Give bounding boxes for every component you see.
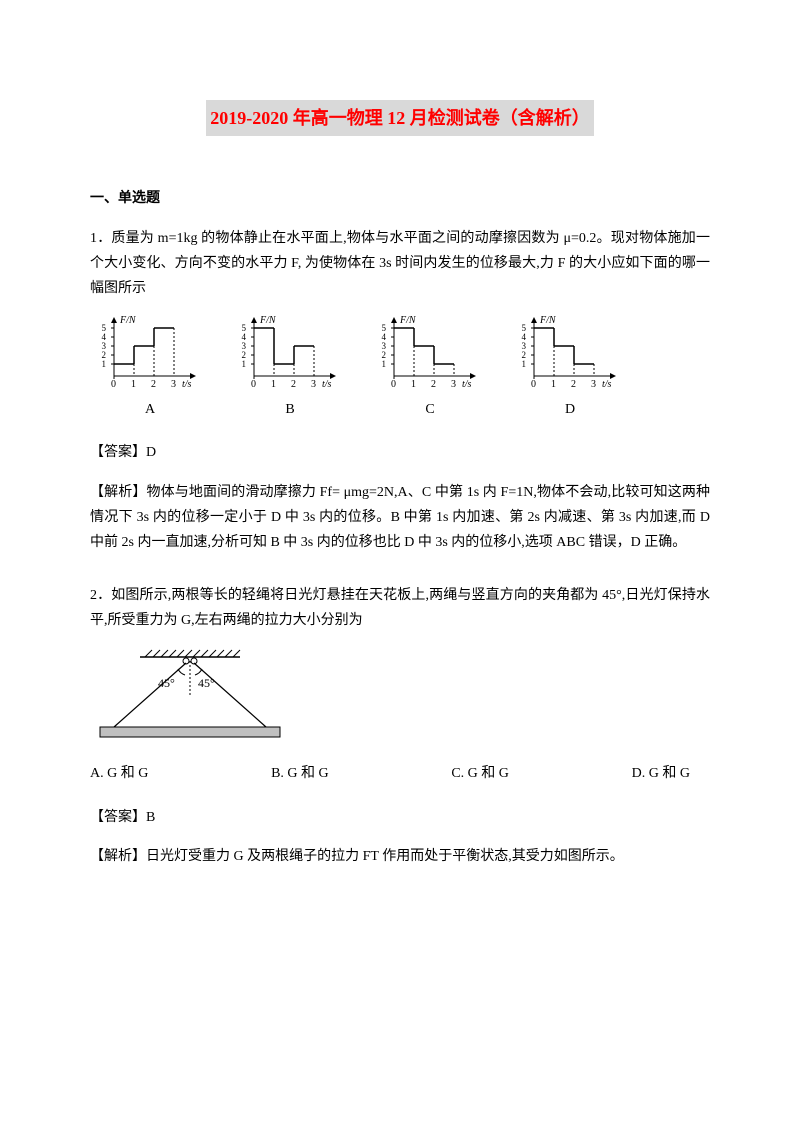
- svg-text:2: 2: [431, 379, 436, 390]
- graph-D-label: D: [565, 397, 575, 422]
- svg-text:t/s: t/s: [602, 379, 612, 390]
- svg-text:0: 0: [391, 379, 396, 390]
- graph-A-label: A: [145, 397, 155, 422]
- graph-B: F/N 5 4 3 2 1 0 1 2 3 t/s: [230, 315, 350, 422]
- svg-text:F/N: F/N: [259, 315, 277, 326]
- q2-option-C: C. G 和 G: [451, 761, 509, 786]
- svg-text:45°: 45°: [198, 676, 215, 690]
- svg-text:0: 0: [111, 379, 116, 390]
- graph-C-label: C: [425, 397, 434, 422]
- q2-stem: 2．如图所示,两根等长的轻绳将日光灯悬挂在天花板上,两绳与竖直方向的夹角都为 4…: [90, 583, 710, 633]
- svg-text:F/N: F/N: [539, 315, 557, 326]
- q2-option-B: B. G 和 G: [271, 761, 329, 786]
- graph-C-svg: F/N 5 4 3 2 1 0 1 2 3 t/s: [370, 315, 490, 395]
- svg-text:t/s: t/s: [462, 379, 472, 390]
- q2-answer: 【答案】B: [90, 805, 710, 830]
- section-heading: 一、单选题: [90, 186, 710, 211]
- y-axis-label: F/N: [119, 315, 137, 326]
- svg-text:0: 0: [531, 379, 536, 390]
- graph-A-svg: F/N 5 4 3 2 1 0 1 2 3 t/s: [90, 315, 210, 395]
- graph-A: F/N 5 4 3 2 1 0 1 2 3 t/s: [90, 315, 210, 422]
- q2-explain: 【解析】日光灯受重力 G 及两根绳子的拉力 FT 作用而处于平衡状态,其受力如图…: [90, 844, 710, 869]
- svg-text:1: 1: [411, 379, 416, 390]
- svg-text:1: 1: [382, 359, 387, 369]
- graph-B-label: B: [285, 397, 294, 422]
- svg-text:1: 1: [522, 359, 527, 369]
- svg-text:1: 1: [242, 359, 247, 369]
- q2-options: A. G 和 G B. G 和 G C. G 和 G D. G 和 G: [90, 761, 710, 786]
- svg-text:45°: 45°: [158, 676, 175, 690]
- svg-text:0: 0: [251, 379, 256, 390]
- svg-text:3: 3: [591, 379, 596, 390]
- svg-text:2: 2: [291, 379, 296, 390]
- svg-text:t/s: t/s: [182, 379, 192, 390]
- svg-text:1: 1: [551, 379, 556, 390]
- svg-text:3: 3: [451, 379, 456, 390]
- svg-text:2: 2: [571, 379, 576, 390]
- svg-text:2: 2: [151, 379, 156, 390]
- q1-stem: 1．质量为 m=1kg 的物体静止在水平面上,物体与水平面之间的动摩擦因数为 μ…: [90, 226, 710, 302]
- graph-C: F/N 5 4 3 2 1 0 1 2 3 t/s: [370, 315, 490, 422]
- svg-text:t/s: t/s: [322, 379, 332, 390]
- q2-option-A: A. G 和 G: [90, 761, 148, 786]
- graph-B-svg: F/N 5 4 3 2 1 0 1 2 3 t/s: [230, 315, 350, 395]
- q1-explain: 【解析】物体与地面间的滑动摩擦力 Ff= μmg=2N,A、C 中第 1s 内 …: [90, 480, 710, 556]
- svg-text:1: 1: [102, 359, 107, 369]
- svg-text:1: 1: [271, 379, 276, 390]
- graph-D: F/N 5 4 3 2 1 0 1 2 3 t/s: [510, 315, 630, 422]
- q1-graphs-row: F/N 5 4 3 2 1 0 1 2 3 t/s: [90, 315, 710, 422]
- graph-D-svg: F/N 5 4 3 2 1 0 1 2 3 t/s: [510, 315, 630, 395]
- q2-diagram: 45° 45°: [90, 647, 710, 747]
- svg-text:1: 1: [131, 379, 136, 390]
- q1-answer: 【答案】D: [90, 440, 710, 465]
- q2-option-D: D. G 和 G: [632, 761, 690, 786]
- svg-text:3: 3: [311, 379, 316, 390]
- page-title: 2019-2020 年高一物理 12 月检测试卷（含解析）: [206, 100, 594, 136]
- svg-text:3: 3: [171, 379, 176, 390]
- svg-text:F/N: F/N: [399, 315, 417, 326]
